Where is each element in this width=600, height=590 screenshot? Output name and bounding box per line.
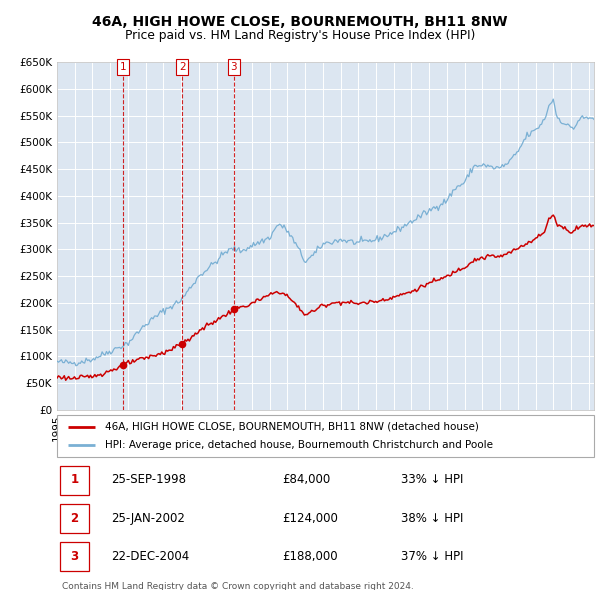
- Text: 1: 1: [120, 62, 127, 72]
- Text: 25-SEP-1998: 25-SEP-1998: [111, 473, 186, 486]
- Text: £84,000: £84,000: [283, 473, 331, 486]
- FancyBboxPatch shape: [59, 542, 89, 571]
- Text: 46A, HIGH HOWE CLOSE, BOURNEMOUTH, BH11 8NW: 46A, HIGH HOWE CLOSE, BOURNEMOUTH, BH11 …: [92, 15, 508, 29]
- FancyBboxPatch shape: [57, 415, 594, 457]
- Text: 3: 3: [70, 550, 79, 563]
- Text: 25-JAN-2002: 25-JAN-2002: [111, 512, 185, 525]
- Text: Price paid vs. HM Land Registry's House Price Index (HPI): Price paid vs. HM Land Registry's House …: [125, 29, 475, 42]
- Text: £188,000: £188,000: [283, 550, 338, 563]
- Text: 2: 2: [179, 62, 185, 72]
- FancyBboxPatch shape: [59, 466, 89, 494]
- Text: HPI: Average price, detached house, Bournemouth Christchurch and Poole: HPI: Average price, detached house, Bour…: [106, 440, 493, 450]
- Text: Contains HM Land Registry data © Crown copyright and database right 2024.: Contains HM Land Registry data © Crown c…: [62, 582, 414, 590]
- FancyBboxPatch shape: [59, 504, 89, 533]
- Text: 22-DEC-2004: 22-DEC-2004: [111, 550, 189, 563]
- Text: 2: 2: [70, 512, 79, 525]
- Text: 3: 3: [230, 62, 237, 72]
- Text: 33% ↓ HPI: 33% ↓ HPI: [401, 473, 463, 486]
- Text: 46A, HIGH HOWE CLOSE, BOURNEMOUTH, BH11 8NW (detached house): 46A, HIGH HOWE CLOSE, BOURNEMOUTH, BH11 …: [106, 422, 479, 432]
- Text: 37% ↓ HPI: 37% ↓ HPI: [401, 550, 463, 563]
- Text: 38% ↓ HPI: 38% ↓ HPI: [401, 512, 463, 525]
- Text: £124,000: £124,000: [283, 512, 338, 525]
- Text: 1: 1: [70, 473, 79, 486]
